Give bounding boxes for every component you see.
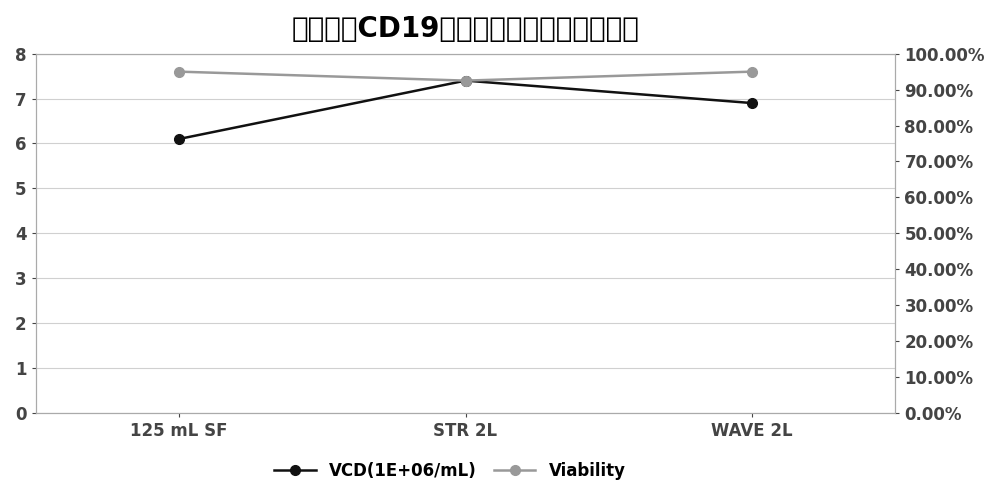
Viability — [460, 78, 472, 84]
Title: 不同规模CD19病毒包装收获液的细胞状态: 不同规模CD19病毒包装收获液的细胞状态 — [292, 15, 640, 43]
VCD(1E+06/mL) — [460, 78, 472, 84]
VCD(1E+06/mL) — [173, 136, 185, 142]
Line: VCD(1E+06/mL): VCD(1E+06/mL) — [174, 76, 757, 144]
VCD(1E+06/mL) — [746, 100, 758, 106]
Line: Viability: Viability — [174, 67, 757, 86]
Legend: VCD(1E+06/mL), Viability: VCD(1E+06/mL), Viability — [268, 456, 632, 486]
Viability — [173, 68, 185, 74]
Viability — [746, 68, 758, 74]
